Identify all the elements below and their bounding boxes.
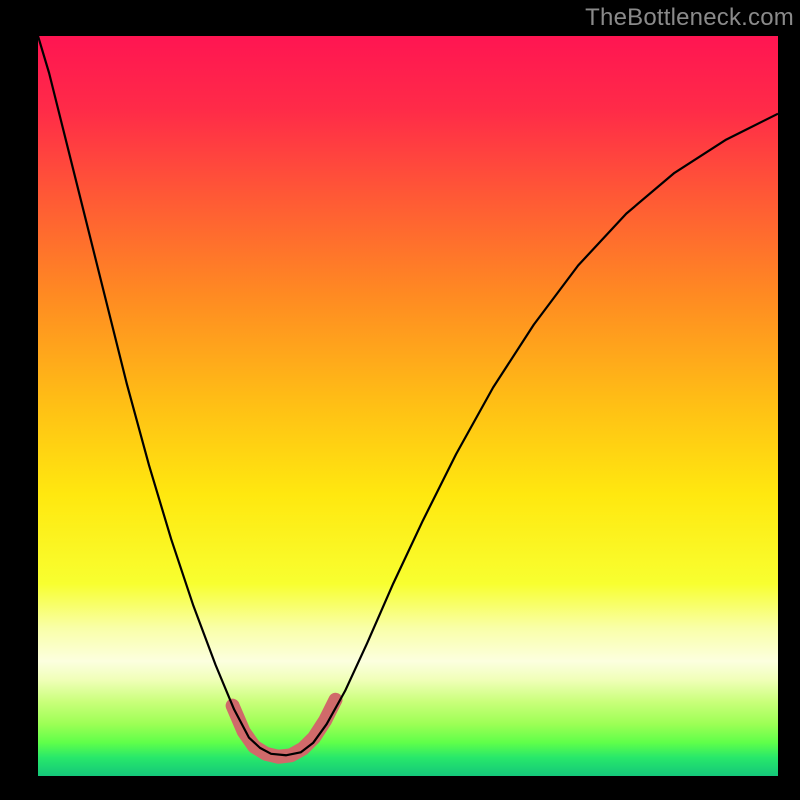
plot-background xyxy=(38,36,778,776)
bottleneck-chart xyxy=(0,0,800,800)
watermark-text: TheBottleneck.com xyxy=(585,4,794,32)
chart-root: TheBottleneck.com xyxy=(0,0,800,800)
